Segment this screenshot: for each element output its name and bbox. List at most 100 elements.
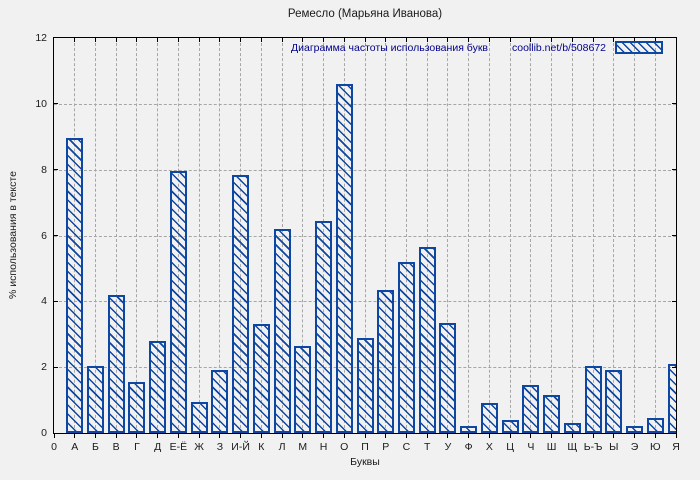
tick-top — [302, 38, 304, 42]
tick-top — [177, 38, 179, 42]
x-tick-label: Х — [485, 441, 493, 453]
gridline-vertical — [115, 38, 117, 433]
tick-bottom — [94, 434, 96, 438]
x-tick-label: Е-Ё — [169, 441, 188, 453]
bar-з — [211, 370, 229, 433]
bar-г — [128, 382, 146, 433]
x-tick-label: Л — [278, 441, 286, 453]
bar-е-ё — [169, 171, 187, 433]
tick-top — [613, 38, 615, 42]
bar-ш — [543, 395, 561, 433]
bar-я — [667, 364, 676, 433]
x-tick-label: О — [340, 441, 349, 453]
y-tick-label: 10 — [35, 97, 47, 110]
x-tick-label: У — [444, 441, 452, 453]
bar-ф — [460, 426, 478, 433]
gridline-vertical — [447, 38, 449, 433]
tick-top — [447, 38, 449, 42]
x-tick-label: Ч — [527, 441, 535, 453]
x-tick-label: Н — [319, 441, 328, 453]
x-tick-label: Д — [154, 441, 162, 453]
y-tick-label: 12 — [35, 32, 47, 44]
tick-bottom — [177, 434, 179, 438]
tick-left — [54, 103, 58, 105]
gridline-vertical — [530, 38, 532, 433]
tick-bottom — [343, 434, 345, 438]
x-tick-label: Ж — [194, 441, 204, 453]
tick-bottom — [488, 434, 490, 438]
bar-ю — [646, 418, 664, 433]
tick-bottom — [613, 434, 615, 438]
bar-а — [66, 138, 84, 433]
plot-area: Диаграмма частоты использования букв coo… — [53, 37, 677, 434]
gridline-vertical — [551, 38, 553, 433]
tick-top — [468, 38, 470, 42]
gridline-vertical — [302, 38, 304, 433]
bar-ч — [522, 385, 540, 433]
tick-bottom — [385, 434, 387, 438]
tick-right — [672, 366, 676, 368]
bar-т — [418, 247, 436, 433]
legend-source: coollib.net/b/508672 — [512, 41, 606, 54]
gridline-vertical — [592, 38, 594, 433]
tick-top — [405, 38, 407, 42]
x-tick-label: Ю — [649, 441, 661, 453]
bar-х — [480, 403, 498, 433]
chart-title: Ремесло (Марьяна Иванова) — [287, 8, 443, 20]
bar-щ — [563, 423, 581, 433]
tick-left — [54, 300, 58, 302]
y-tick-label: 2 — [41, 361, 47, 374]
tick-left — [54, 169, 58, 171]
tick-bottom — [530, 434, 532, 438]
bar-м — [294, 346, 312, 433]
tick-top — [571, 38, 573, 42]
gridline-vertical — [385, 38, 387, 433]
tick-bottom — [654, 434, 656, 438]
tick-top — [385, 38, 387, 42]
tick-top — [654, 38, 656, 42]
bar-р — [377, 290, 395, 433]
x-tick-label: Т — [423, 441, 431, 453]
tick-bottom — [281, 434, 283, 438]
tick-top — [488, 38, 490, 42]
x-tick-label: П — [361, 441, 369, 453]
x-tick-label: А — [71, 441, 79, 453]
tick-bottom — [323, 434, 325, 438]
tick-left — [54, 366, 58, 368]
tick-bottom — [198, 434, 200, 438]
y-tick-label: 8 — [41, 163, 47, 176]
bar-н — [315, 221, 333, 433]
bar-с — [397, 262, 415, 433]
tick-right — [672, 103, 676, 105]
tick-top — [94, 38, 96, 42]
tick-top — [74, 38, 76, 42]
gridline-vertical — [136, 38, 138, 433]
gridline-vertical — [364, 38, 366, 433]
tick-bottom — [405, 434, 407, 438]
bar-и-й — [232, 175, 250, 433]
legend-swatch-hatched-icon — [615, 41, 663, 54]
tick-top — [115, 38, 117, 42]
gridline-vertical — [198, 38, 200, 433]
tick-bottom — [74, 434, 76, 438]
tick-bottom — [468, 434, 470, 438]
x-tick-label: З — [216, 441, 224, 453]
tick-top — [343, 38, 345, 42]
x-tick-label: Ш — [546, 441, 557, 453]
x-tick-label: Ы — [609, 441, 619, 453]
bar-о — [335, 84, 353, 433]
tick-bottom — [260, 434, 262, 438]
gridline-vertical — [634, 38, 636, 433]
tick-bottom — [219, 434, 221, 438]
gridline-vertical — [260, 38, 262, 433]
tick-bottom — [634, 434, 636, 438]
x-tick-label: С — [402, 441, 411, 453]
legend-label: Диаграмма частоты использования букв — [291, 41, 488, 54]
tick-top — [260, 38, 262, 42]
gridline-vertical — [571, 38, 573, 433]
gridline-vertical — [426, 38, 428, 433]
x-tick-label: Я — [672, 441, 680, 453]
tick-top — [551, 38, 553, 42]
gridline-vertical — [405, 38, 407, 433]
